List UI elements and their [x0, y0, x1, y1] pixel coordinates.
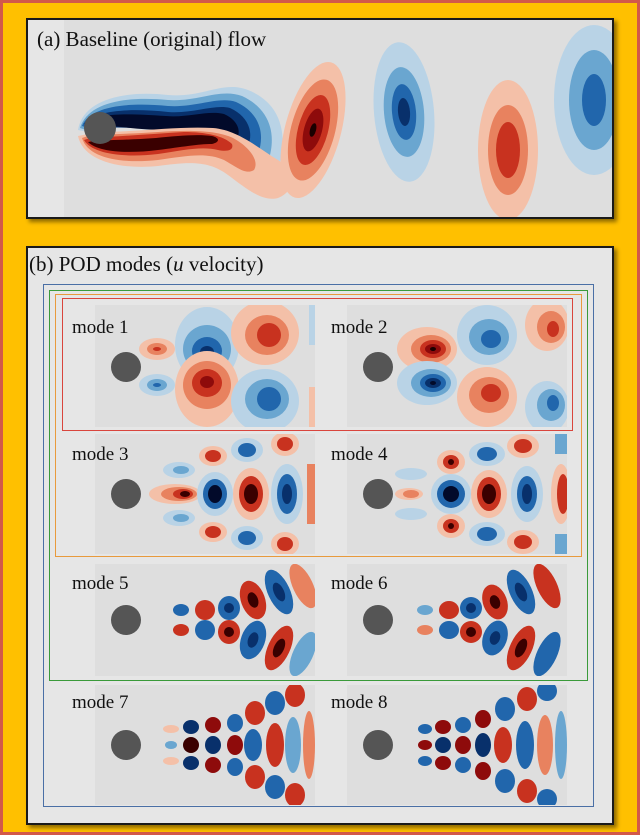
- baseline-flow-field: [28, 20, 612, 217]
- mode-1-label: mode 1: [72, 317, 129, 338]
- panel-baseline-flow: (a) Baseline (original) flow: [26, 18, 614, 219]
- mode-5-label: mode 5: [72, 573, 129, 594]
- panel-b-title: (b) POD modes (u velocity): [29, 252, 264, 276]
- mode-6-field: [347, 564, 567, 676]
- mode-1-field: [95, 305, 315, 427]
- mode-3-label: mode 3: [72, 444, 129, 465]
- mode-7-label: mode 7: [72, 692, 129, 713]
- mode-2-field: [347, 305, 567, 427]
- mode-4-field: [347, 434, 567, 554]
- mode-6-label: mode 6: [331, 573, 388, 594]
- mode-2-label: mode 2: [331, 317, 388, 338]
- mode-8-field: [347, 685, 567, 805]
- panel-pod-modes: (b) POD modes (u velocity) mode 1 mode 2…: [26, 246, 614, 825]
- mode-4-label: mode 4: [331, 444, 388, 465]
- mode-3-field: [95, 434, 315, 554]
- mode-8-label: mode 8: [331, 692, 388, 713]
- mode-7-field: [95, 685, 315, 805]
- panel-a-title: (a) Baseline (original) flow: [37, 27, 267, 51]
- mode-5-field: [95, 564, 315, 676]
- cylinder-icon: [84, 112, 116, 144]
